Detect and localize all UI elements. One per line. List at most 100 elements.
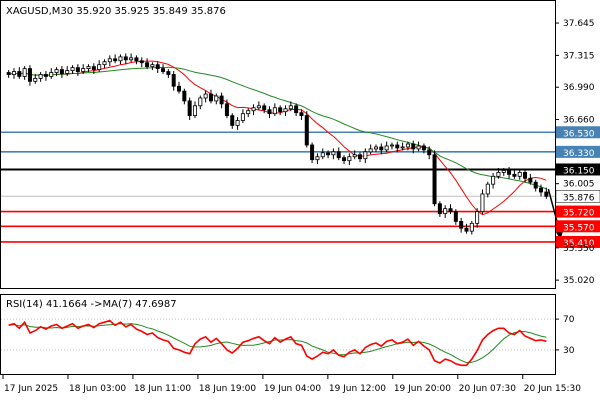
candle-body [91, 66, 96, 70]
candle-body [475, 211, 480, 224]
time-tick-label-7: 20 Jun 07:30 [459, 384, 516, 394]
price-tick-label-0: 37.645 [563, 19, 595, 29]
candle-body [267, 109, 272, 115]
price-tick-label-3: 36.660 [563, 116, 595, 126]
candle-body [432, 154, 437, 205]
candle-body [182, 90, 187, 102]
price-tick-label-1: 37.315 [563, 51, 595, 61]
candle-body [283, 108, 288, 113]
candle-body [358, 154, 363, 160]
candle-body [400, 146, 405, 149]
rsi-title: RSI(14) 41.1664 ->MA(7) 47.6987 [6, 299, 177, 310]
candle-body [134, 57, 139, 62]
candle-body [118, 56, 123, 62]
candle-body [97, 64, 102, 70]
candle-body [416, 145, 421, 150]
candle-body [411, 143, 416, 150]
candle-body [480, 193, 485, 212]
candle-body [363, 151, 368, 160]
candle-body [11, 71, 16, 75]
candle-body [240, 113, 245, 121]
candle-body [437, 203, 442, 214]
time-tick-label-0: 17 Jun 2025 [4, 384, 58, 394]
candle-body [379, 146, 384, 151]
candle-body [102, 61, 107, 66]
price-tick-label-6: 35.020 [563, 276, 595, 286]
candle-body [59, 69, 64, 74]
candle-body [288, 105, 293, 110]
candle-body [203, 93, 208, 99]
candle-body [304, 115, 309, 146]
level-tag-5 [556, 235, 600, 248]
candle-body [123, 56, 128, 61]
candle-body [171, 74, 176, 87]
time-tick-label-6: 19 Jun 20:00 [394, 384, 451, 394]
candle-body [469, 222, 474, 232]
candle-body [315, 156, 320, 161]
level-tag-2 [556, 163, 600, 176]
candle-body [544, 191, 549, 197]
candle-body [54, 69, 59, 73]
candle-body [27, 68, 32, 82]
rsi-lines [8, 319, 547, 367]
time-tick-label-8: 20 Jun 15:30 [524, 384, 581, 394]
candle-body [22, 68, 27, 77]
candle-body [251, 107, 256, 112]
rsi-levels [1, 318, 555, 351]
current-price-label: 35.876 [563, 193, 595, 203]
candle-body [246, 110, 251, 115]
candle-body [405, 143, 410, 148]
candle-body [443, 208, 448, 214]
time-tick-label-3: 18 Jun 19:00 [199, 384, 256, 394]
candle-body [49, 72, 54, 77]
candle-body [230, 115, 235, 126]
level-label-3: 35.720 [563, 209, 595, 219]
time-tick-label-1: 18 Jun 03:00 [69, 384, 126, 394]
candle-body [155, 64, 160, 69]
candle-body [453, 211, 458, 222]
candle-body [86, 66, 91, 69]
level-tag-3 [556, 205, 600, 218]
candle-body [145, 62, 150, 68]
candle-body [384, 145, 389, 151]
level-label-0: 36.530 [563, 129, 595, 139]
candle-body [129, 57, 134, 61]
level-tag-4 [556, 220, 600, 233]
candle-body [485, 183, 490, 195]
candle-body [501, 170, 506, 173]
candle-body [139, 60, 144, 64]
candle-body [491, 175, 496, 185]
candle-body [208, 93, 213, 102]
candle-body [459, 220, 464, 229]
candle-body [496, 172, 501, 177]
price-axis: 36.530 36.330 36.150 35.720 35.570 35.410 35.8… [555, 19, 600, 286]
level-tag-1 [556, 145, 600, 158]
candle-body [272, 107, 277, 115]
rsi-tick-label-1: 30 [563, 346, 575, 356]
time-axis: 17 Jun 2025 18 Jun 03:00 18 Jun 11:00 18 Ju… [2, 375, 581, 394]
candle-body [224, 103, 229, 117]
candle-body [294, 105, 299, 114]
candle-body [113, 58, 118, 62]
candle-body [331, 151, 336, 156]
candle-body [512, 173, 517, 177]
ohlc-readout: 35.920 35.925 35.849 35.876 [76, 6, 226, 17]
rsi-axis: 70 30 [555, 315, 575, 356]
candle-body [65, 70, 70, 74]
rsi-tick-label-0: 70 [563, 315, 575, 325]
candle-body [517, 172, 522, 177]
candle-body [347, 156, 352, 162]
candle-body [150, 64, 155, 68]
rsi-line [8, 319, 547, 367]
candle-body [192, 105, 197, 117]
time-tick-label-4: 19 Jun 04:00 [264, 384, 321, 394]
candle-body [166, 71, 171, 75]
chart-title: XAGUSD,M30 35.920 35.925 35.849 35.876 [6, 6, 226, 17]
price-candles [6, 53, 549, 235]
candle-body [107, 58, 112, 63]
price-tick-label-5: 35.350 [563, 244, 595, 254]
candle-body [320, 152, 325, 158]
candle-body [448, 208, 453, 212]
candle-body [177, 85, 182, 92]
